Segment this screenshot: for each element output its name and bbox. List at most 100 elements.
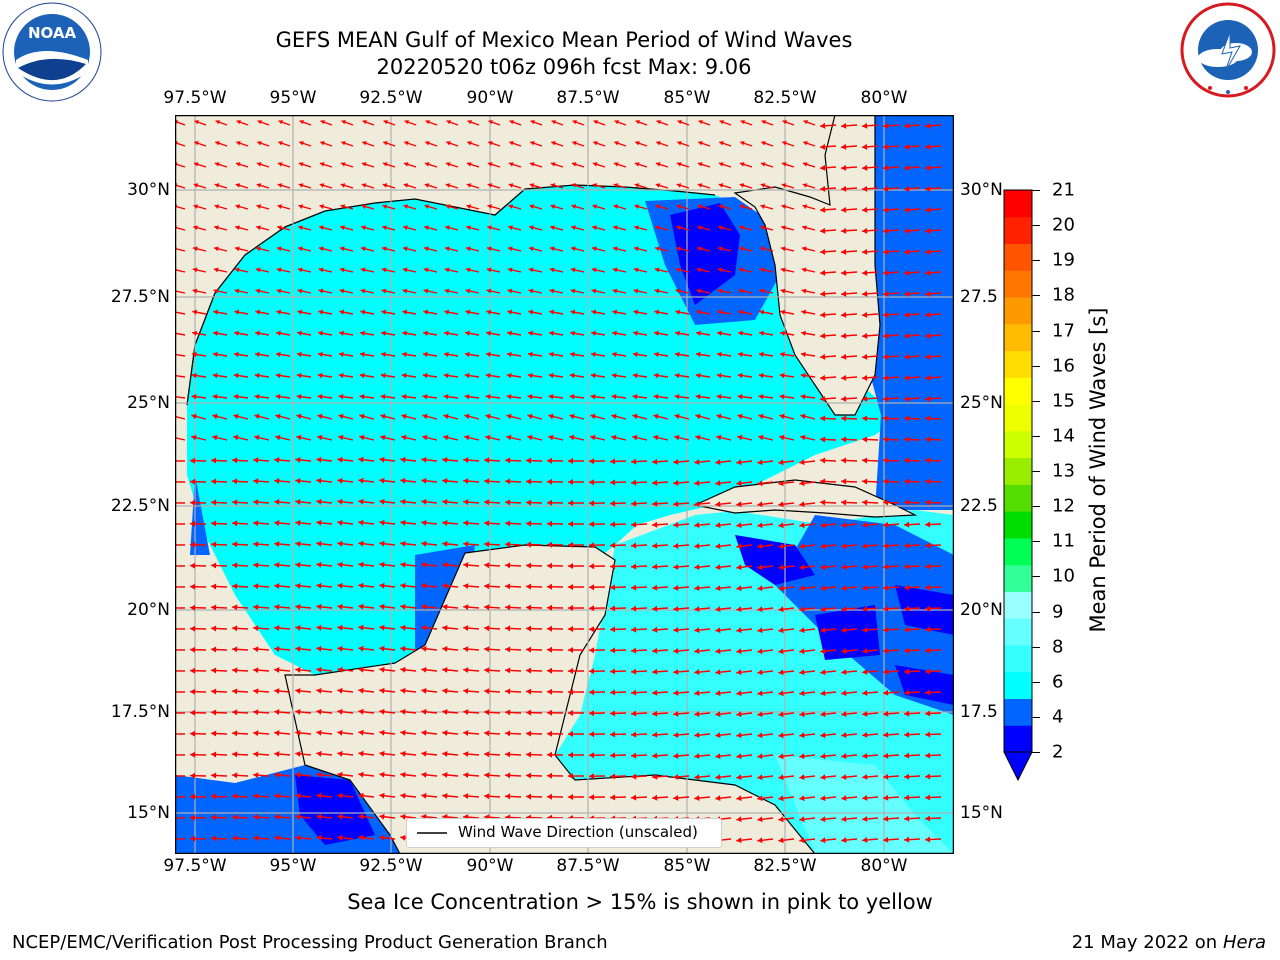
wind-arrow-head xyxy=(400,813,406,820)
wind-arrow-head xyxy=(904,311,910,318)
lon-tick-top: 90°W xyxy=(466,88,514,108)
wind-arrow-head xyxy=(592,183,598,188)
wind-arrow-head xyxy=(253,562,259,569)
colorbar-bin xyxy=(1004,190,1032,218)
wind-arrow-head xyxy=(633,309,639,315)
wind-arrow-head xyxy=(421,603,427,610)
wind-arrow-head xyxy=(486,309,492,315)
wind-arrow-head xyxy=(736,564,742,571)
wind-arrow-head xyxy=(589,542,595,549)
colorbar-bin xyxy=(1004,350,1032,378)
wind-arrow-head xyxy=(530,120,535,125)
wind-arrow-head xyxy=(589,668,595,675)
wind-arrow-head xyxy=(275,394,281,400)
wind-arrow-head xyxy=(904,836,910,843)
wind-arrow-head xyxy=(400,666,406,673)
wind-arrow-head xyxy=(509,120,514,125)
wind-arrow-head xyxy=(444,330,449,336)
wind-arrow-head xyxy=(442,772,448,778)
wind-arrow-head xyxy=(568,458,574,465)
colorbar-tick-label: 13 xyxy=(1052,460,1075,482)
wind-arrow-head xyxy=(274,625,280,631)
wind-arrow-head xyxy=(778,732,784,739)
wind-arrow-head xyxy=(400,498,406,505)
wind-arrow-head xyxy=(757,753,763,760)
lat-tick-right: 15°N xyxy=(960,803,1003,823)
wind-arrow-head xyxy=(214,204,220,209)
wind-arrow-head xyxy=(633,288,639,294)
wind-arrow-head xyxy=(738,267,744,273)
wind-arrow-head xyxy=(442,457,448,463)
wind-arrow-head xyxy=(673,773,679,780)
wind-arrow-head xyxy=(862,143,868,150)
lat-tick-right: 20°N xyxy=(960,600,1003,620)
wind-arrow-head xyxy=(570,330,575,336)
wind-arrow-head xyxy=(820,585,826,592)
wind-arrow-head xyxy=(820,248,826,255)
wind-arrow-head xyxy=(715,606,721,613)
colorbar-bin xyxy=(1004,698,1032,726)
wind-arrow-head xyxy=(211,688,217,695)
wind-arrow-head xyxy=(211,730,217,737)
wind-arrow-head xyxy=(339,309,345,315)
wind-arrow-head xyxy=(610,794,616,801)
wind-arrow-head xyxy=(799,522,805,529)
wind-arrow-head xyxy=(234,288,240,294)
wind-arrow-head xyxy=(191,413,197,420)
wind-arrow-head xyxy=(463,583,469,590)
wind-arrow-head xyxy=(485,351,491,358)
nws-logo xyxy=(1178,2,1278,98)
wind-arrow-head xyxy=(547,478,553,485)
wind-arrow-head xyxy=(340,246,345,252)
wind-arrow-head xyxy=(568,521,574,528)
wind-arrow-head xyxy=(759,288,765,294)
lat-tick-left: 17.5°N xyxy=(110,702,170,722)
wind-arrow-head xyxy=(274,751,280,757)
wind-arrow-head xyxy=(718,246,723,252)
lat-tick-right: 27.5 xyxy=(960,287,998,307)
wind-arrow-head xyxy=(652,521,658,528)
wind-arrow-head xyxy=(677,162,682,167)
wind-arrow-head xyxy=(820,395,826,402)
wind-arrow-head xyxy=(337,519,343,526)
wind-arrow-head xyxy=(757,795,763,802)
wind-arrow-head xyxy=(466,204,472,209)
wind-arrow-head xyxy=(589,521,595,528)
wind-arrow-head xyxy=(547,730,553,737)
wind-arrow-head xyxy=(715,774,721,781)
wind-arrow-head xyxy=(211,646,217,653)
wind-arrow-head xyxy=(652,752,658,759)
wind-arrow-head xyxy=(337,666,343,673)
wind-arrow-head xyxy=(423,288,429,294)
wind-arrow-head xyxy=(883,436,889,443)
wind-arrow-head xyxy=(883,499,889,506)
wind-arrow-head xyxy=(379,666,385,673)
wind-arrow-head xyxy=(465,309,471,315)
wind-arrow-head xyxy=(695,413,701,420)
wind-arrow-head xyxy=(841,269,847,276)
wind-arrow-head xyxy=(235,204,241,209)
wind-arrow-head xyxy=(778,711,784,718)
wind-arrow-head xyxy=(274,499,280,505)
colorbar-bin xyxy=(1004,377,1032,405)
wind-arrow-head xyxy=(191,351,197,358)
wind-arrow-head xyxy=(527,413,533,420)
wind-arrow-head xyxy=(589,731,595,738)
wind-arrow-head xyxy=(526,583,532,590)
wind-arrow-head xyxy=(253,793,259,800)
wind-arrow-head xyxy=(463,688,469,695)
wind-arrow-head xyxy=(925,415,931,422)
wind-arrow-head xyxy=(463,499,469,506)
wind-arrow-head xyxy=(717,288,723,294)
wind-arrow-head xyxy=(423,330,428,336)
colorbar-bin xyxy=(1004,323,1032,352)
lat-tick-left: 22.5°N xyxy=(110,496,170,516)
wind-arrow-head xyxy=(338,394,344,400)
wind-arrow-head xyxy=(445,246,450,252)
wind-arrow-head xyxy=(758,413,764,420)
wind-arrow-head xyxy=(442,562,448,568)
wind-arrow-head xyxy=(715,564,721,571)
wind-arrow-head xyxy=(443,434,449,441)
wind-arrow-head xyxy=(446,141,451,146)
colorbar-tick-mark xyxy=(1032,295,1040,297)
